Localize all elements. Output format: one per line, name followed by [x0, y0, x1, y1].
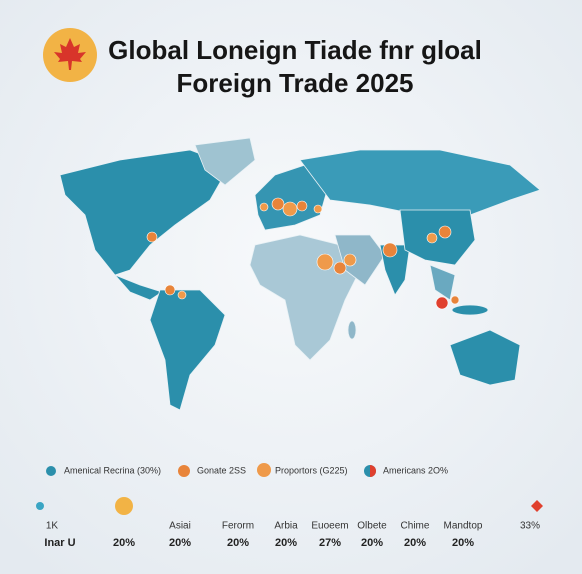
legend-label: Proportors (G225)	[275, 465, 348, 475]
scale-label: Olbete	[357, 521, 387, 532]
scale-label: Chime	[401, 521, 430, 532]
map-markers	[146, 197, 460, 310]
scale-value: 20%	[361, 537, 383, 549]
title-line: Global Loneign Tiade fnr gloal	[108, 35, 482, 65]
scale-label: Euoeem	[311, 521, 348, 532]
legend-label: Amenical Recrina (30%)	[64, 465, 161, 475]
scale-label: 1K	[46, 521, 59, 532]
world-map	[59, 137, 541, 411]
scale-label: Mandtop	[444, 521, 483, 532]
scale-value: 20%	[113, 537, 135, 549]
logo	[43, 28, 97, 82]
scale-label: Asiai	[169, 521, 191, 532]
legend-label: Gonate 2SS	[197, 465, 246, 475]
legend	[46, 463, 376, 477]
scale-value: 20%	[227, 537, 249, 549]
legend-label: Americans 2O%	[383, 465, 448, 475]
scale-value: 27%	[319, 537, 341, 549]
scale	[36, 497, 543, 515]
title-line: Foreign Trade 2025	[177, 68, 414, 98]
scale-label: 33%	[520, 521, 540, 532]
scale-label: Ferorm	[222, 521, 254, 532]
scale-value: 20%	[404, 537, 426, 549]
scale-value: Inar U	[44, 537, 75, 549]
scale-value: 20%	[169, 537, 191, 549]
scale-value: 20%	[275, 537, 297, 549]
scale-label: Arbia	[274, 521, 298, 532]
scale-value: 20%	[452, 537, 474, 549]
